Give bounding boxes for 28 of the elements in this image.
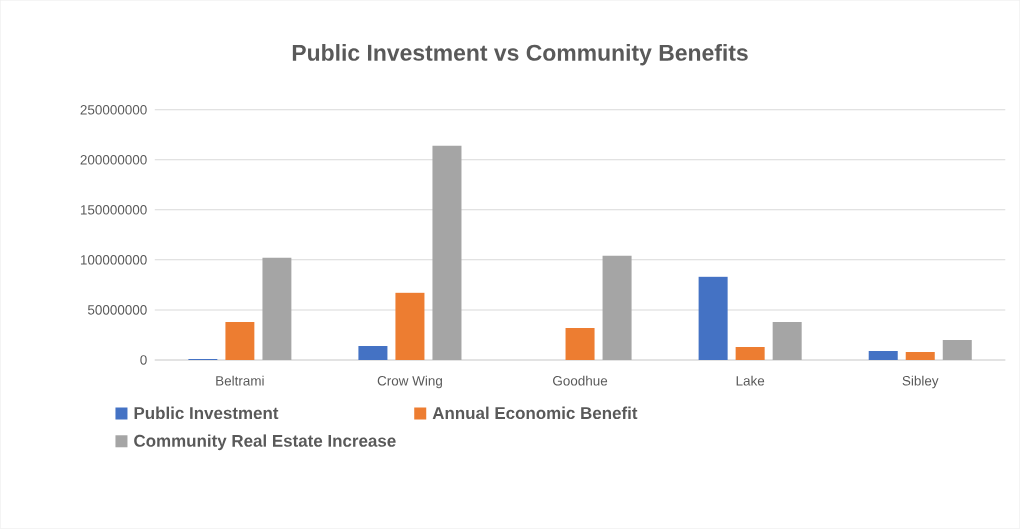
x-tick-label: Sibley xyxy=(902,375,939,389)
bar xyxy=(262,257,292,361)
bar xyxy=(602,255,632,361)
y-tick-label: 150000000 xyxy=(80,205,147,215)
y-tick-label: 200000000 xyxy=(80,155,147,165)
bar xyxy=(698,277,728,361)
bar xyxy=(432,145,462,361)
bar xyxy=(905,352,935,361)
legend-label: Public Investment xyxy=(134,406,279,420)
bar xyxy=(772,322,802,361)
x-tick-label: Lake xyxy=(736,375,765,386)
x-tick-label: Goodhue xyxy=(553,375,608,386)
legend-label: Community Real Estate Increase xyxy=(134,434,396,451)
bar xyxy=(942,340,972,361)
bar xyxy=(395,293,425,361)
bar xyxy=(225,322,255,361)
bar xyxy=(565,328,595,361)
bar xyxy=(358,346,388,361)
bar xyxy=(735,347,765,361)
bar xyxy=(868,351,898,361)
y-tick-label: 0 xyxy=(140,355,147,365)
chart-title: Public Investment vs Community Benefits xyxy=(292,44,748,66)
y-tick-label: 250000000 xyxy=(80,105,147,115)
y-tick-label: 50000000 xyxy=(87,305,147,315)
x-tick-label: Crow Wing xyxy=(377,375,442,389)
legend-label: Annual Economic Benefit xyxy=(432,406,638,420)
y-tick-label: 100000000 xyxy=(80,255,147,265)
x-tick-label: Beltrami xyxy=(216,375,264,386)
